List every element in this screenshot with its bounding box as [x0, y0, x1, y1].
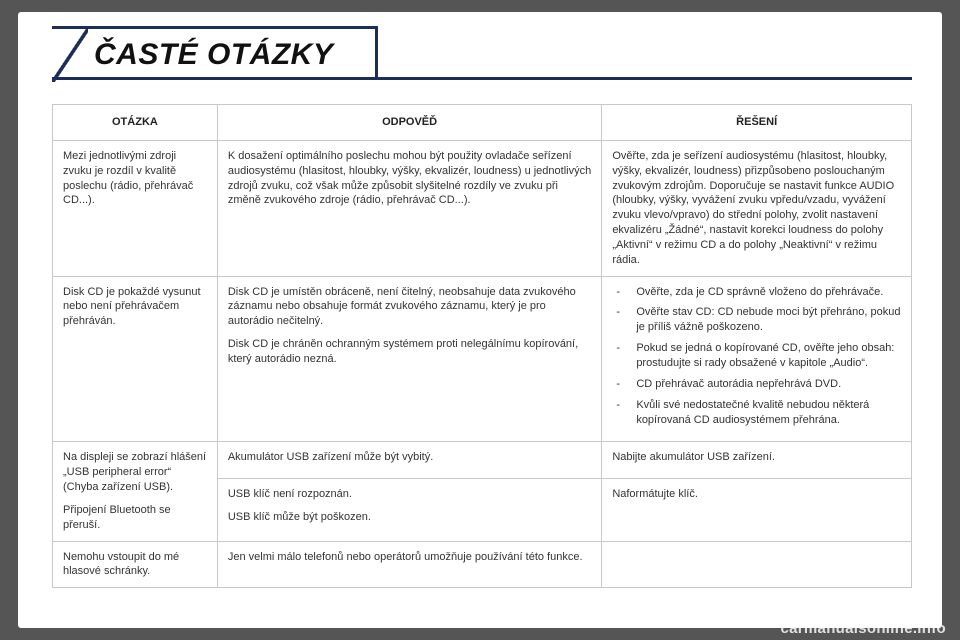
answer-paragraph: Jen velmi málo telefonů nebo operátorů u… — [228, 550, 591, 565]
watermark-text: carmanualsonline.info — [781, 620, 947, 637]
cell-question: Disk CD je pokaždé vysunut nebo není pře… — [53, 276, 218, 442]
cell-answer: Jen velmi málo telefonů nebo operátorů u… — [217, 541, 601, 588]
header-question: OTÁZKA — [53, 105, 218, 141]
list-item: Ověřte stav CD: CD nebude moci být přehr… — [612, 305, 901, 335]
answer-paragraph: K dosažení optimálního poslechu mohou bý… — [228, 149, 591, 208]
list-item: CD přehrávač autorádia nepřehrává DVD. — [612, 377, 901, 392]
table-row: Mezi jednotlivými zdroji zvuku je rozdíl… — [53, 140, 912, 276]
title-bar: ČASTÉ OTÁZKY — [52, 26, 912, 80]
answer-paragraph: Disk CD je chráněn ochranným systémem pr… — [228, 337, 591, 367]
answer-paragraph: Disk CD je umístěn obráceně, není čiteln… — [228, 285, 591, 330]
cell-answer: K dosažení optimálního poslechu mohou bý… — [217, 140, 601, 276]
solution-list: Ověřte, zda je CD správně vloženo do pře… — [612, 285, 901, 428]
question-paragraph: Na displeji se zobrazí hlášení „USB peri… — [63, 450, 207, 495]
cell-solution: Nabijte akumulátor USB zařízení. — [602, 442, 912, 479]
cell-answer: Disk CD je umístěn obráceně, není čiteln… — [217, 276, 601, 442]
cell-solution: Naformátujte klíč. — [602, 478, 912, 541]
list-item: Ověřte, zda je CD správně vloženo do pře… — [612, 285, 901, 300]
header-solution: ŘEŠENÍ — [602, 105, 912, 141]
question-paragraph: Připojení Bluetooth se přeruší. — [63, 503, 207, 533]
cell-question: Nemohu vstoupit do mé hlasové schránky. — [53, 541, 218, 588]
cell-solution: Ověřte, zda je seřízení audiosystému (hl… — [602, 140, 912, 276]
cell-question: Na displeji se zobrazí hlášení „USB peri… — [53, 442, 218, 541]
title-tab: ČASTÉ OTÁZKY — [52, 26, 378, 80]
answer-paragraph: USB klíč není rozpoznán. — [228, 487, 591, 502]
list-item: Kvůli své nedostatečné kvalitě nebudou n… — [612, 398, 901, 428]
answer-paragraph: USB klíč může být poškozen. — [228, 510, 591, 525]
faq-table: OTÁZKA ODPOVĚĎ ŘEŠENÍ Mezi jednotlivými … — [52, 104, 912, 588]
cell-solution — [602, 541, 912, 588]
table-header-row: OTÁZKA ODPOVĚĎ ŘEŠENÍ — [53, 105, 912, 141]
page-title: ČASTÉ OTÁZKY — [88, 38, 333, 72]
cell-answer: USB klíč není rozpoznán. USB klíč může b… — [217, 478, 601, 541]
header-answer: ODPOVĚĎ — [217, 105, 601, 141]
title-notch-icon — [52, 28, 88, 82]
table-row: Na displeji se zobrazí hlášení „USB peri… — [53, 442, 912, 479]
answer-paragraph: Akumulátor USB zařízení může být vybitý. — [228, 450, 591, 465]
cell-solution: Ověřte, zda je CD správně vloženo do pře… — [602, 276, 912, 442]
cell-answer: Akumulátor USB zařízení může být vybitý. — [217, 442, 601, 479]
cell-question: Mezi jednotlivými zdroji zvuku je rozdíl… — [53, 140, 218, 276]
list-item: Pokud se jedná o kopírované CD, ověřte j… — [612, 341, 901, 371]
table-row: Disk CD je pokaždé vysunut nebo není pře… — [53, 276, 912, 442]
document-page: ČASTÉ OTÁZKY OTÁZKA ODPOVĚĎ ŘEŠENÍ Mezi … — [18, 12, 942, 628]
table-row: Nemohu vstoupit do mé hlasové schránky. … — [53, 541, 912, 588]
